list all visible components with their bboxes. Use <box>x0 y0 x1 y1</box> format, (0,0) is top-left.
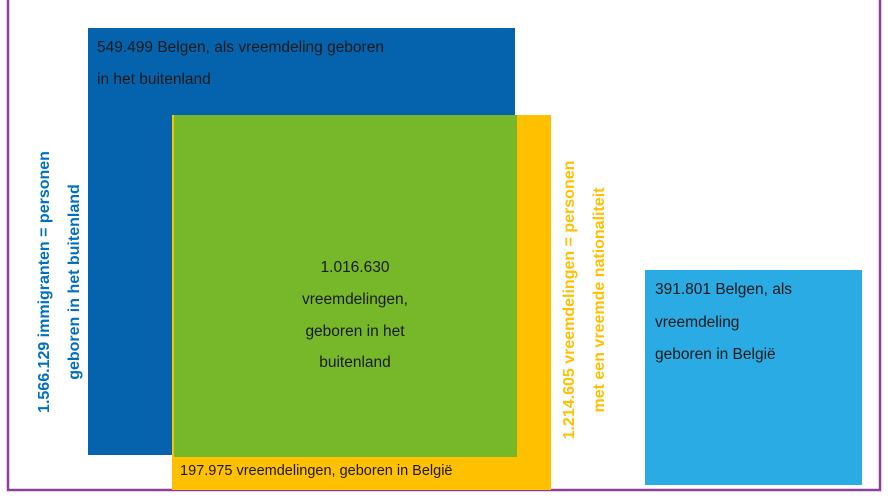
box-text: in het buitenland <box>97 71 211 88</box>
vertical-label: met een vreemde nationaliteit <box>591 187 608 413</box>
box-text: 197.975 vreemdelingen, geboren in België <box>180 463 452 479</box>
box-text: 391.801 Belgen, als <box>655 281 792 298</box>
box-text: 549.499 Belgen, als vreemdeling geboren <box>97 39 384 56</box>
vertical-label: 1.214.605 vreemdelingen = personen <box>561 161 578 440</box>
foreigners-abroad-box <box>174 115 517 457</box>
box-text: vreemdelingen, <box>302 291 408 308</box>
box-text: vreemdeling <box>655 314 739 331</box>
box-text: buitenland <box>319 354 391 371</box>
foreigners-label: 1.214.605 vreemdelingen = personen met e… <box>561 161 608 440</box>
immigrants-label: 1.566.129 immigranten = personen geboren… <box>36 151 83 413</box>
vertical-label: 1.566.129 immigranten = personen <box>36 151 53 413</box>
box-text: 1.016.630 <box>321 259 390 276</box>
box-text: geboren in het <box>305 323 405 340</box>
box-text: geboren in België <box>655 346 776 363</box>
belgians-in-belgium-box <box>645 270 862 485</box>
vertical-label: geboren in het buitenland <box>66 184 83 380</box>
